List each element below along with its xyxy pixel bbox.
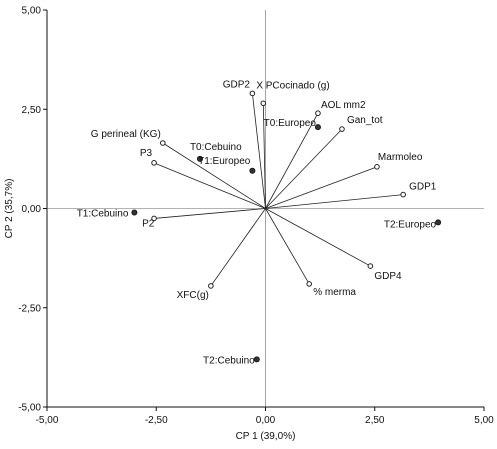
point-labels: GDP2 X PCocinado (g) AOL mm2 Gan_tot Marmole… [77,79,437,366]
x-axis-title: CP 1 (39,0%) [236,431,296,442]
axes: -5,00 -2,50 0,00 2,50 5,00 -5,00 -2,50 0,00 2,50… [18,6,494,427]
variable-vector [262,103,266,209]
variable-vector [265,208,371,267]
group-label: T1:Cebuino [77,208,129,219]
variable-point [160,140,166,146]
variable-vector [265,113,319,209]
group-point [314,124,321,131]
variable-vectors [151,90,406,289]
y-tick-label: -5,00 [18,403,41,414]
x-tick-label: -5,00 [36,415,59,426]
variable-label: P3 [140,148,153,159]
variable-vector [265,208,310,285]
group-label: T1:Europeo [198,156,251,167]
group-point [249,167,256,174]
variable-vector [251,93,266,209]
variable-vector [210,208,266,287]
variable-label: X PCocinado (g) [256,80,329,91]
x-tick-label: 2,50 [365,415,385,426]
variable-label: Gan_tot [347,115,383,126]
variable-point [374,164,380,170]
x-tick-label: 0,00 [256,415,276,426]
group-label: T2:Cebuino [203,355,255,366]
variable-point [315,110,321,117]
variable-vector [265,166,378,209]
variable-vector [265,194,404,209]
group-point [435,219,442,226]
x-tick-label: -2,50 [145,415,168,426]
group-point [196,155,203,162]
y-tick-label: 5,00 [22,6,42,17]
variable-point [249,90,256,97]
variable-point [306,281,313,287]
variable-vector [154,208,266,219]
variable-point [260,100,267,107]
group-label: T0:Europeo [264,118,317,129]
group-points [131,124,442,363]
variable-label: P2 [142,218,155,229]
y-axis-title: CP 2 (35,7%) [4,179,15,239]
group-point [131,209,138,216]
group-label: T0:Cebuino [190,142,242,153]
x-tick-label: 5,00 [474,415,494,426]
variable-point [208,283,214,289]
variable-vector [162,142,266,209]
variable-label: AOL mm2 [321,100,366,111]
group-label: T2:Europeo [384,219,437,230]
variable-point [151,160,157,166]
variable-label: Marmoleo [378,152,423,163]
y-tick-label: 2,50 [22,105,42,116]
variable-label: G perineal (KG) [91,129,161,140]
variable-vector [153,162,266,209]
group-point [253,356,260,363]
variable-label: % merma [313,287,356,298]
variable-point [151,215,157,222]
variable-label: XFC(g) [177,290,209,301]
variable-point [339,126,345,132]
variable-label: GDP4 [374,271,402,282]
y-tick-label: 0,00 [22,204,42,215]
y-tick-label: -2,50 [18,303,41,314]
variable-label: GDP1 [409,182,437,193]
variable-point [367,263,374,269]
variable-vector [265,128,343,209]
variable-label: GDP2 [223,79,251,90]
variable-point [400,191,406,198]
